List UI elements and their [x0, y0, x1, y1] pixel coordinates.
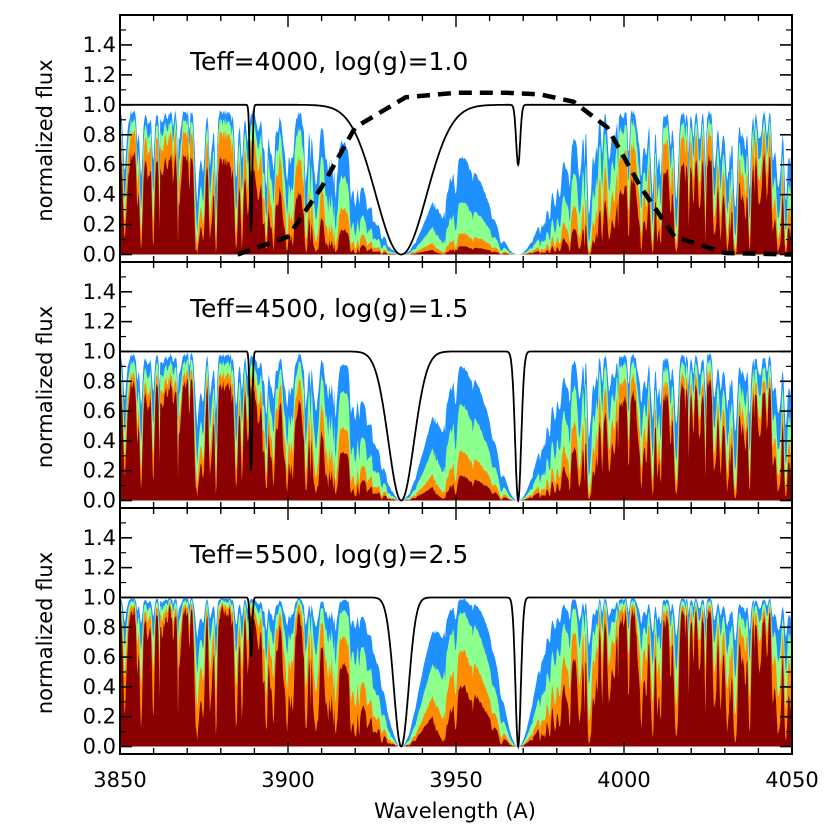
filter-transmission-curve — [236, 90, 792, 257]
y-tick-label: 0.8 — [83, 615, 116, 639]
panels: 0.0 0.2 0.4 0.6 0.8 1.0 1.2 1.4 normalized flux T… — [33, 14, 819, 792]
panel-title: Teff=4000, log(g)=1.0 — [189, 47, 468, 76]
y-tick-label: 1.4 — [83, 280, 116, 304]
y-tick-label: 0.2 — [83, 459, 116, 483]
y-tick-label: 0.2 — [83, 213, 116, 237]
y-tick-label: 0.8 — [83, 369, 116, 393]
y-tick-label: 0.0 — [83, 243, 116, 267]
y-tick-label: 0.0 — [83, 489, 116, 513]
y-tick-label: 0.8 — [83, 123, 116, 147]
panel-title: Teff=4500, log(g)=1.5 — [189, 294, 468, 323]
y-tick-label: 0.0 — [83, 735, 116, 759]
x-tick-label: 3950 — [429, 768, 482, 792]
y-tick-label: 1.2 — [83, 63, 116, 87]
spectrum-fill-darkred — [120, 378, 792, 501]
y-tick-label: 0.6 — [83, 153, 116, 177]
y-axis-title: normalized flux — [33, 306, 57, 468]
y-tick-label: 1.2 — [83, 556, 116, 580]
y-tick-label: 0.4 — [83, 183, 116, 207]
panel-1: 0.0 0.2 0.4 0.6 0.8 1.0 1.2 1.4 normalized flux T… — [33, 14, 793, 267]
y-tick-label: 0.4 — [83, 429, 116, 453]
panel-3: 0.0 0.2 0.4 0.6 0.8 1.0 1.2 1.4 normalized flux T… — [33, 507, 793, 759]
spectrum-fill-darkred — [120, 151, 792, 255]
plot-area — [120, 350, 792, 503]
spectrum-fill-darkred — [120, 605, 792, 747]
x-tick-label: 4000 — [597, 768, 650, 792]
y-tick-label: 1.2 — [83, 310, 116, 334]
y-tick-label: 0.4 — [83, 675, 116, 699]
y-tick-label: 0.6 — [83, 399, 116, 423]
x-tick-label: 3900 — [261, 768, 314, 792]
panel-title: Teff=5500, log(g)=2.5 — [189, 540, 468, 569]
y-tick-label: 1.4 — [83, 33, 116, 57]
x-tick-label: 3850 — [93, 768, 146, 792]
y-axis-title: normalized flux — [33, 552, 57, 714]
y-tick-label: 0.6 — [83, 645, 116, 669]
model-continuum-line — [120, 350, 792, 503]
y-tick-label: 1.0 — [83, 585, 116, 609]
model-continuum-line — [120, 103, 792, 256]
y-tick-label: 1.4 — [83, 526, 116, 550]
y-tick-label: 1.0 — [83, 339, 116, 363]
panel-2: 0.0 0.2 0.4 0.6 0.8 1.0 1.2 1.4 normalized flux T… — [33, 261, 793, 513]
y-axis-title: normalized flux — [33, 59, 57, 221]
x-axis-title: Wavelength (A) — [374, 799, 536, 823]
plot-area — [120, 596, 792, 750]
y-tick-label: 0.2 — [83, 705, 116, 729]
model-continuum-line — [120, 596, 792, 750]
plot-area — [120, 90, 792, 257]
x-tick-label: 4050 — [765, 768, 818, 792]
y-tick-label: 1.0 — [83, 93, 116, 117]
